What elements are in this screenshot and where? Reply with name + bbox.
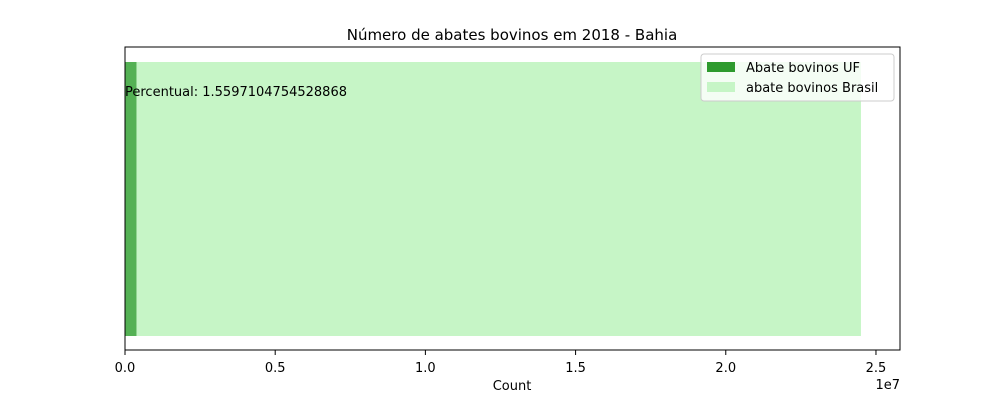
legend-swatch [707,82,735,92]
plot-area: Percentual: 1.5597104754528868 0.0 0.5 1.0 1… [115,46,901,376]
x-tick-label: 2.0 [715,361,736,376]
x-tick-label: 1.0 [415,361,436,376]
legend-entry-label: abate bovinos Brasil [746,81,878,96]
legend-box [700,53,895,102]
x-tick-label: 1.5 [565,361,586,376]
legend: Abate bovinos UF abate bovinos Brasil [700,53,895,102]
axes-frame [124,46,901,351]
x-tick-label: 0.0 [115,361,136,376]
percentual-annotation: Percentual: 1.5597104754528868 [125,85,347,100]
legend-swatch [707,62,735,72]
x-tick-label: 0.5 [265,361,286,376]
chart-title: Número de abates bovinos em 2018 - Bahia [347,26,678,44]
bar-abate-bovinos-brasil [125,62,861,336]
x-axis-scale-label: 1e7 [875,378,900,393]
x-tick-label: 2.5 [866,361,887,376]
x-axis-label: Count [493,379,532,394]
legend-entry-label: Abate bovinos UF [746,61,860,76]
bar-abate-bovinos-uf [125,62,137,336]
